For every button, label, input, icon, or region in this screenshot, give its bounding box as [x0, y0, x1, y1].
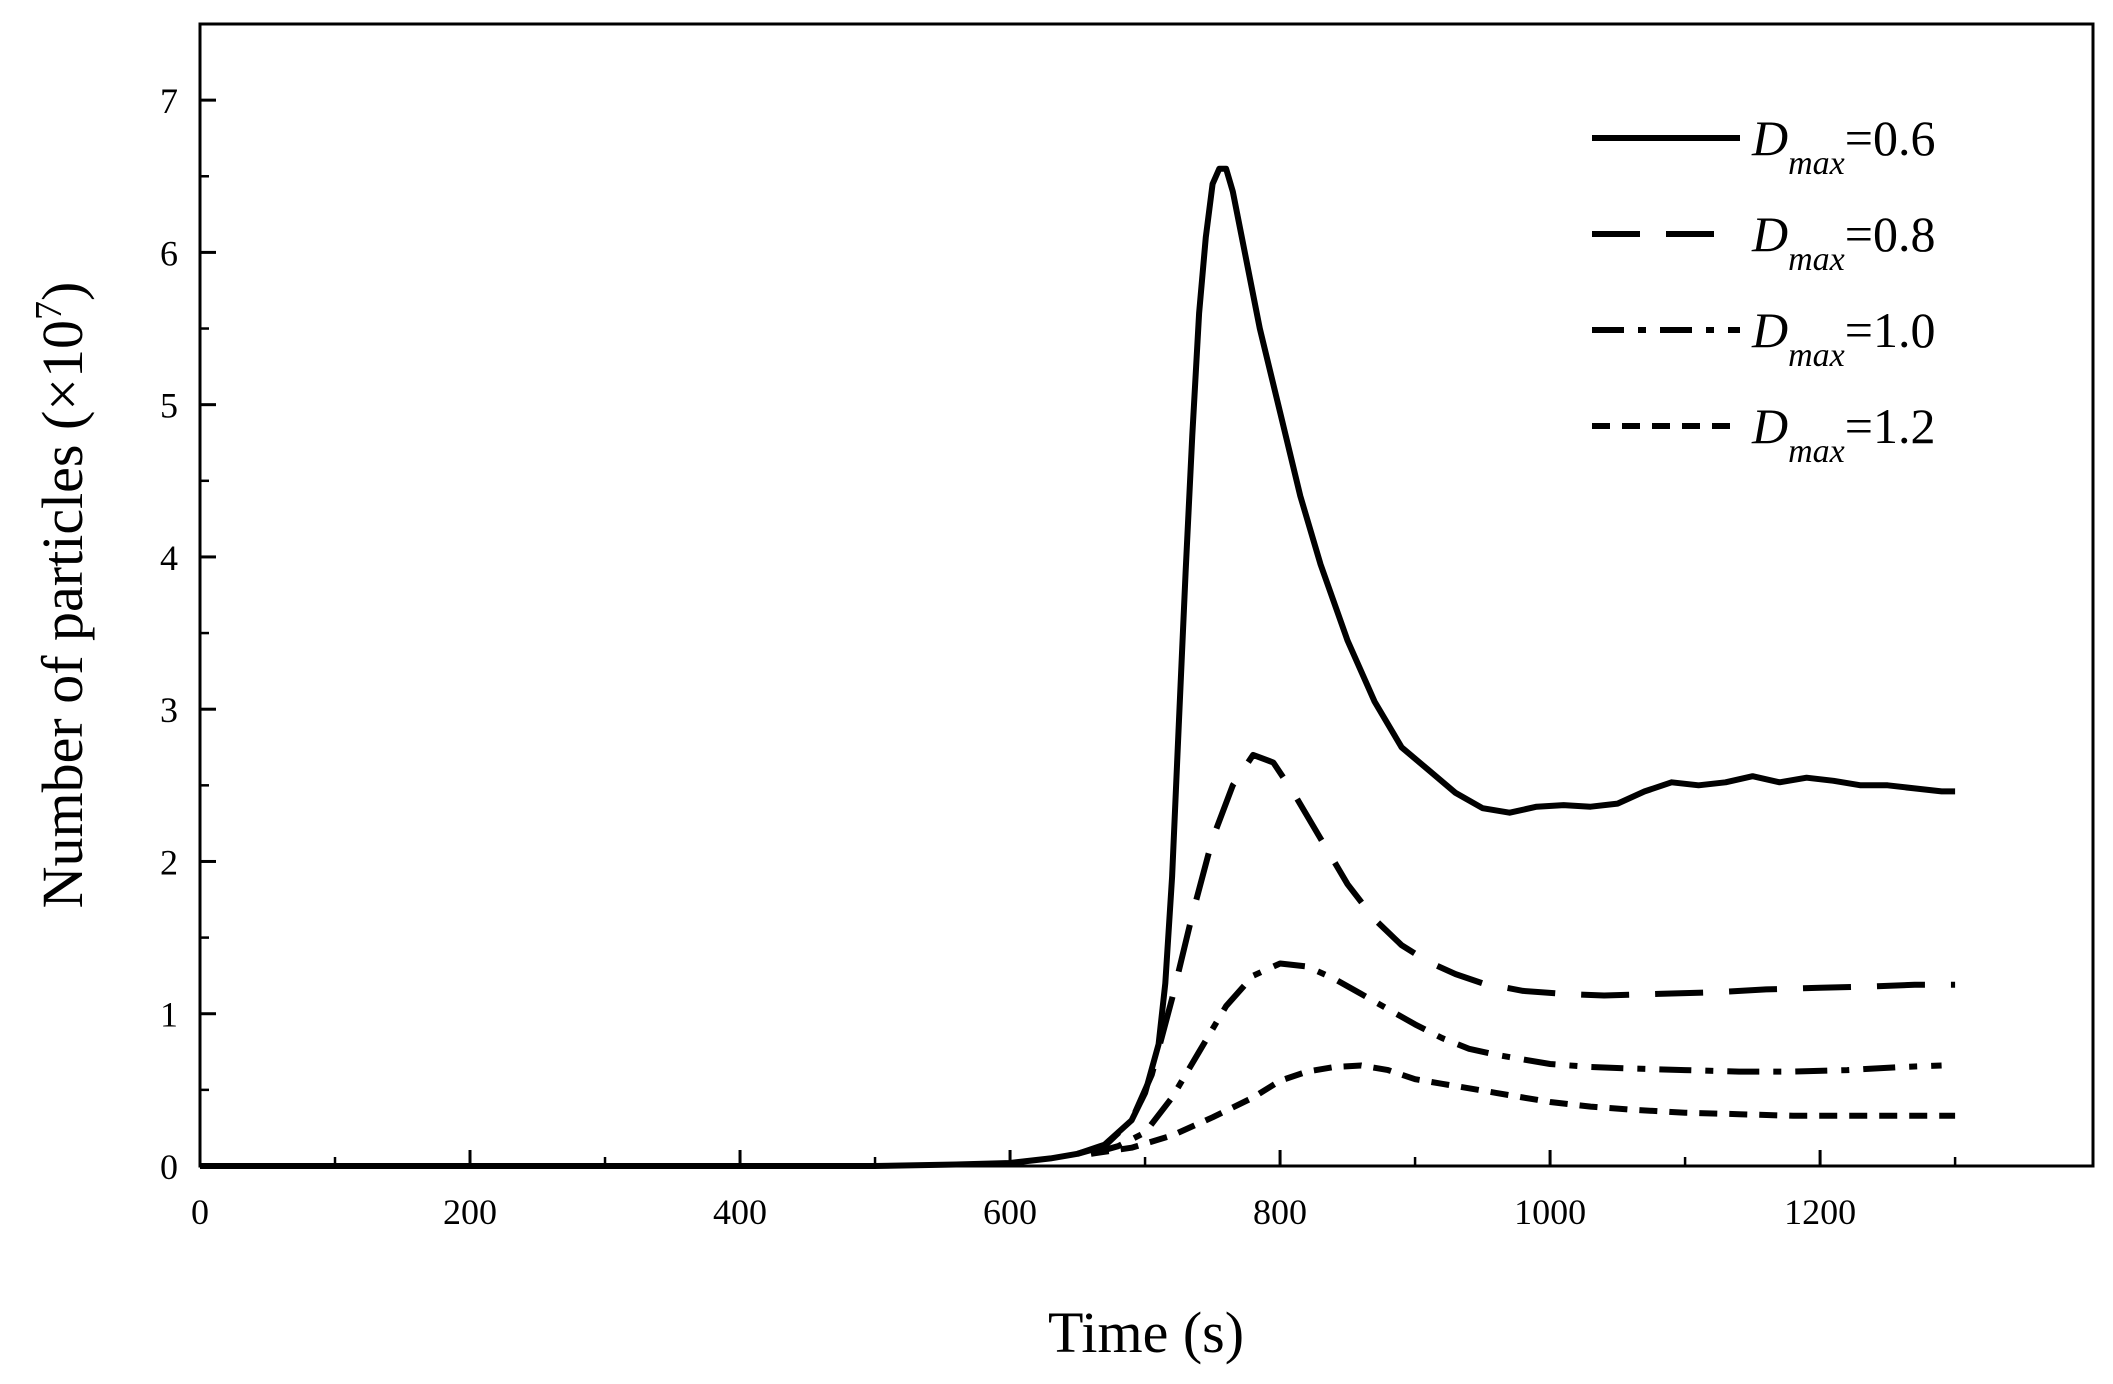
y-tick-label: 5: [160, 386, 178, 426]
x-tick-label: 0: [191, 1192, 209, 1232]
x-tick-label: 1000: [1514, 1192, 1586, 1232]
ticks-layer: 0 200 400 600 800 1000 1200 0 1 2 3 4 5 6 7: [160, 81, 1957, 1232]
plot-frame: [198, 22, 2095, 1168]
y-tick-label: 7: [160, 81, 178, 121]
legend-label-base: D: [1751, 206, 1788, 262]
series-line-d-max-0-8: [1076, 751, 1956, 1157]
x-tick-label: 1200: [1784, 1192, 1856, 1232]
legend-label-value: =1.0: [1845, 302, 1936, 358]
y-axis-title: Number of particles (×107): [28, 282, 95, 909]
x-tick-label: 800: [1253, 1192, 1307, 1232]
x-axis-title: Time (s): [1048, 1300, 1244, 1365]
legend-label: Dmax=0.6: [1751, 110, 1935, 182]
x-tick-label: 400: [713, 1192, 767, 1232]
legend-label: Dmax=1.0: [1751, 302, 1935, 374]
legend-label-value: =0.8: [1845, 206, 1936, 262]
legend-label: Dmax=0.8: [1751, 206, 1935, 278]
legend-label-subscript: max: [1788, 241, 1845, 278]
y-tick-label: 0: [160, 1147, 178, 1187]
legend-label-subscript: max: [1788, 433, 1845, 470]
series-layer: [200, 165, 1956, 1169]
y-axis-title-main: Number of particles (×10: [30, 320, 95, 908]
y-tick-label: 1: [160, 995, 178, 1035]
legend-label-base: D: [1751, 110, 1788, 166]
legend-label-value: =1.2: [1845, 398, 1936, 454]
legend-label-subscript: max: [1788, 337, 1845, 374]
series-line-d-max-0-6: [200, 165, 1956, 1169]
legend-label: Dmax=1.2: [1751, 398, 1935, 470]
series-line-d-max-1-0: [1090, 960, 1942, 1157]
x-tick-label: 200: [443, 1192, 497, 1232]
y-axis-title-exponent: 7: [28, 301, 70, 320]
y-tick-label: 3: [160, 690, 178, 730]
x-tick-label: 600: [983, 1192, 1037, 1232]
legend-label-value: =0.6: [1845, 110, 1936, 166]
series-line-d-max-1-2: [1090, 1062, 1956, 1157]
y-tick-label: 6: [160, 233, 178, 273]
y-axis-title-close: ): [30, 282, 95, 301]
legend-label-subscript: max: [1788, 145, 1845, 182]
y-tick-label: 2: [160, 842, 178, 882]
legend-label-base: D: [1751, 398, 1788, 454]
y-tick-label: 4: [160, 538, 178, 578]
legend-label-base: D: [1751, 302, 1788, 358]
